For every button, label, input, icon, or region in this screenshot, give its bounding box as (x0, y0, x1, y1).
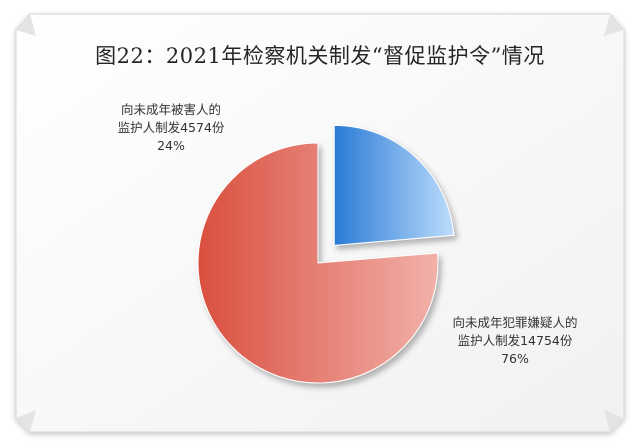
data-label-suspects-line1: 向未成年犯罪嫌疑人的 (452, 315, 578, 330)
pie-slice-suspects-guardians (197, 142, 439, 384)
data-label-suspects-guardians: 向未成年犯罪嫌疑人的 监护人制发14754份 76% (425, 314, 605, 368)
frame-corner-tr (604, 14, 624, 36)
data-label-suspects-line2: 监护人制发14754份 (457, 333, 573, 348)
pie-slice-victims-guardians (333, 124, 455, 246)
frame-corner-bl (16, 410, 36, 432)
data-label-suspects-percent: 76% (501, 351, 529, 366)
chart-title: 图22：2021年检察机关制发“督促监护令”情况 (95, 44, 545, 68)
data-label-victims-line2: 监护人制发4574份 (117, 120, 225, 135)
data-label-victims-guardians: 向未成年被害人的 监护人制发4574份 24% (86, 101, 256, 155)
frame-corner-tl (16, 14, 36, 36)
data-label-victims-percent: 24% (157, 138, 185, 153)
frame-corner-br (604, 410, 624, 432)
data-label-victims-line1: 向未成年被害人的 (120, 102, 221, 117)
pie-chart (197, 124, 455, 384)
